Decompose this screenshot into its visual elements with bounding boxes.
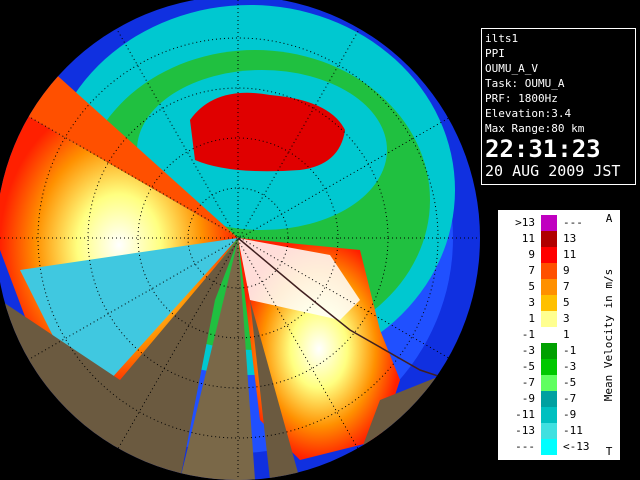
legend-box [497, 209, 621, 461]
info-time: 22:31:23 [485, 135, 601, 163]
echo-northwest [0, 60, 238, 238]
legend-top: A [606, 212, 613, 225]
legend-label-left: -13 [515, 424, 535, 437]
info-line: Elevation:3.4 [485, 107, 572, 120]
legend-swatch [541, 407, 557, 423]
range-ring [137, 137, 339, 339]
legend-bottom: T [606, 445, 613, 458]
info-line: Max Range:80 km [485, 122, 585, 135]
legend-label-left: --- [515, 440, 535, 453]
azimuth-line [0, 99, 480, 377]
legend-label-left: -11 [515, 408, 535, 421]
legend-swatch [541, 343, 557, 359]
legend-label-left: 7 [528, 264, 535, 277]
legend-swatch [541, 263, 557, 279]
legend-swatch [541, 359, 557, 375]
range-ring [37, 37, 439, 439]
legend-label-right: 5 [563, 296, 570, 309]
legend-label-right: -3 [563, 360, 576, 373]
velocity-legend: >13 ---11 139 117 95 73 51 3-1 1-3 -1-5 -3-7 -5-9 -7… [497, 209, 621, 461]
legend-label-left: 3 [528, 296, 535, 309]
legend-label-left: -5 [522, 360, 535, 373]
legend-label-right: --- [563, 216, 583, 229]
legend-swatch [541, 391, 557, 407]
echo-southwest [20, 238, 238, 380]
info-line: PPI [485, 47, 505, 60]
legend-label-left: 9 [528, 248, 535, 261]
legend-swatch [541, 295, 557, 311]
info-date: 20 AUG 2009 JST [485, 162, 621, 180]
legend-label-right: -9 [563, 408, 576, 421]
info-line: ilts1 [485, 32, 519, 45]
legend-label-right: -5 [563, 376, 576, 389]
legend-label-right: 3 [563, 312, 570, 325]
terrain-wedge [250, 300, 300, 480]
legend-label-left: -9 [522, 392, 535, 405]
legend-label-left: -7 [522, 376, 535, 389]
range-rings [0, 0, 480, 480]
info-panel: ilts1 PPI OUMU_A_V Task: OUMU_A PRF: 1800Hz E… [481, 28, 636, 185]
legend-label-right: <-13 [563, 440, 590, 453]
legend-label-right: 1 [563, 328, 570, 341]
azimuth-line [99, 0, 377, 480]
legend-swatch [541, 279, 557, 295]
legend-swatch [541, 311, 557, 327]
legend-swatch [541, 231, 557, 247]
legend-label-left: 5 [528, 280, 535, 293]
ppi-display [0, 0, 480, 480]
terrain-south [180, 240, 255, 480]
legend-label-right: 13 [563, 232, 576, 245]
echo-red [190, 92, 345, 172]
info-line: Task: OUMU_A [485, 77, 565, 90]
legend-label-left: 11 [522, 232, 535, 245]
legend-label-right: -1 [563, 344, 576, 357]
legend-label-right: 11 [563, 248, 576, 261]
legend-label-left: >13 [515, 216, 535, 229]
echo-layer [0, 0, 480, 480]
info-line: PRF: 1800Hz [485, 92, 558, 105]
legend-swatch [541, 215, 557, 231]
legend-swatch [541, 375, 557, 391]
legend-label-right: -11 [563, 424, 583, 437]
legend-swatch [541, 247, 557, 263]
legend-label-left: -1 [522, 328, 535, 341]
echo-white [238, 238, 360, 320]
legend-swatch [541, 327, 557, 343]
legend-title: Mean Velocity in m/s [602, 269, 615, 401]
legend-label-left: -3 [522, 344, 535, 357]
legend-label-right: 7 [563, 280, 570, 293]
legend-label-right: -7 [563, 392, 576, 405]
legend-label-left: 1 [528, 312, 535, 325]
info-line: OUMU_A_V [485, 62, 538, 75]
legend-swatch [541, 423, 557, 439]
legend-label-right: 9 [563, 264, 570, 277]
legend-swatch [541, 439, 557, 455]
